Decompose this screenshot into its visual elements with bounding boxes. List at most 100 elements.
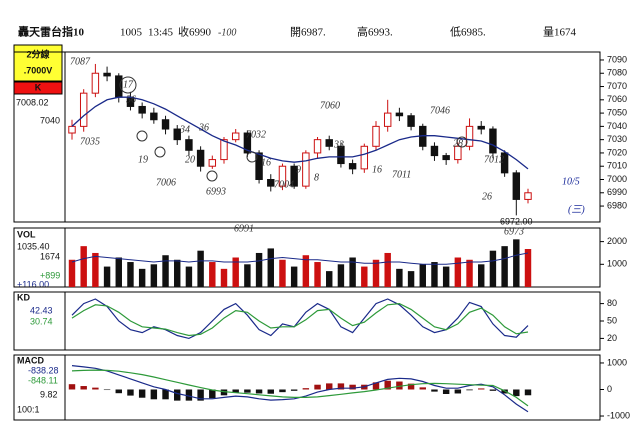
volume-bar — [185, 266, 193, 287]
moving-average — [71, 96, 529, 170]
annotation: 7004 — [274, 179, 294, 190]
osc-bar — [372, 382, 380, 390]
candle-body — [185, 139, 193, 151]
candle-body — [138, 105, 146, 114]
candle-body — [442, 155, 450, 161]
candle-body — [150, 112, 158, 121]
volume-bar — [290, 266, 298, 287]
candle-body — [395, 112, 404, 117]
mode: K — [35, 82, 42, 92]
candle-body — [79, 92, 88, 127]
candle-body — [337, 145, 345, 165]
osc-bar — [337, 383, 345, 390]
volume-bar — [68, 259, 76, 287]
volume-bar — [267, 248, 274, 287]
candle-body — [524, 192, 532, 200]
osc-bar — [80, 386, 87, 390]
readout: 42.43 — [30, 305, 53, 315]
osc-bar — [419, 387, 426, 390]
annotation: 6973 — [504, 226, 524, 237]
candle-body — [372, 125, 380, 147]
annotation: 6991 — [234, 223, 254, 234]
y-tick-label: -1000 — [607, 410, 630, 420]
volume-bar — [220, 268, 228, 287]
volume-bar — [337, 264, 345, 287]
osc-bar — [478, 388, 485, 390]
annotation: 8 — [314, 172, 319, 183]
panel-frame — [13, 354, 601, 421]
osc-bar — [407, 383, 415, 390]
osc-bar — [197, 389, 204, 401]
volume-bar — [419, 264, 426, 287]
volume-bar — [115, 257, 122, 287]
annotation: 7011 — [392, 169, 411, 180]
candle-body — [302, 152, 310, 187]
low-label: 6972.00 — [500, 217, 533, 227]
kd-line — [71, 298, 529, 340]
annotation-circle — [154, 146, 166, 158]
candle-body — [278, 165, 287, 187]
period-value: .7000V — [24, 65, 53, 75]
osc-bar — [349, 384, 356, 390]
candle-body — [313, 139, 322, 154]
annotation: 19 — [138, 154, 148, 165]
volume-bar — [244, 264, 251, 287]
header-date: 1005 — [120, 27, 143, 39]
osc-bar — [185, 389, 193, 401]
volume-bar — [92, 252, 99, 287]
y-tick-label: 7070 — [607, 81, 627, 91]
header-open: 開6987. — [290, 26, 326, 39]
annotation-circle — [206, 170, 218, 182]
osc-bar — [314, 384, 321, 390]
volume-bar — [407, 271, 415, 287]
annotation: 20 — [185, 154, 195, 165]
osc-bar — [326, 383, 333, 390]
candle-body — [161, 119, 170, 130]
header-close: 收6990 — [178, 25, 211, 39]
candle-body — [383, 112, 392, 127]
y-tick-label: 6980 — [607, 200, 627, 210]
osc-bar — [244, 389, 251, 393]
volume-bar — [454, 257, 462, 287]
volume-bar — [431, 262, 438, 287]
osc-bar — [150, 389, 158, 400]
osc-bar — [489, 389, 497, 391]
y-tick-label: 1000 — [607, 357, 627, 367]
volume-bar — [80, 246, 87, 287]
candle-body — [430, 145, 439, 157]
osc-bar — [267, 389, 274, 394]
candle-body — [173, 128, 181, 141]
osc-bar — [454, 389, 462, 394]
candle-body — [255, 152, 263, 180]
candle-body — [500, 152, 509, 174]
volume-bar — [513, 239, 520, 287]
osc-bar — [174, 389, 181, 401]
osc-bar — [279, 389, 286, 393]
osc-bar — [103, 389, 111, 391]
y-tick-label: 80 — [607, 298, 617, 308]
annotation: 7006 — [156, 177, 176, 188]
candle-body — [454, 145, 462, 161]
volume-bar — [150, 264, 158, 287]
readout: -838.28 — [28, 365, 59, 375]
panel-title: VOL — [17, 229, 36, 239]
macd-line — [71, 369, 529, 407]
annotation-circle — [119, 76, 137, 94]
volume-bar — [349, 257, 356, 287]
volume-bar — [279, 259, 286, 287]
osc-bar — [115, 389, 122, 394]
readout: +116.00 — [17, 279, 49, 289]
readout: +899 — [40, 270, 60, 280]
candle-body — [477, 125, 485, 130]
volume-bar — [162, 255, 169, 287]
osc-bar — [232, 389, 239, 393]
annotation: (三) — [568, 204, 585, 215]
volume-bar — [524, 249, 532, 287]
osc-bar — [302, 388, 310, 390]
kd-line — [71, 302, 529, 337]
volume-bar — [501, 246, 508, 287]
y-tick-label: 7090 — [607, 54, 627, 64]
header-title: 轟天雷台指10 — [18, 25, 84, 39]
osc-bar — [466, 389, 473, 391]
